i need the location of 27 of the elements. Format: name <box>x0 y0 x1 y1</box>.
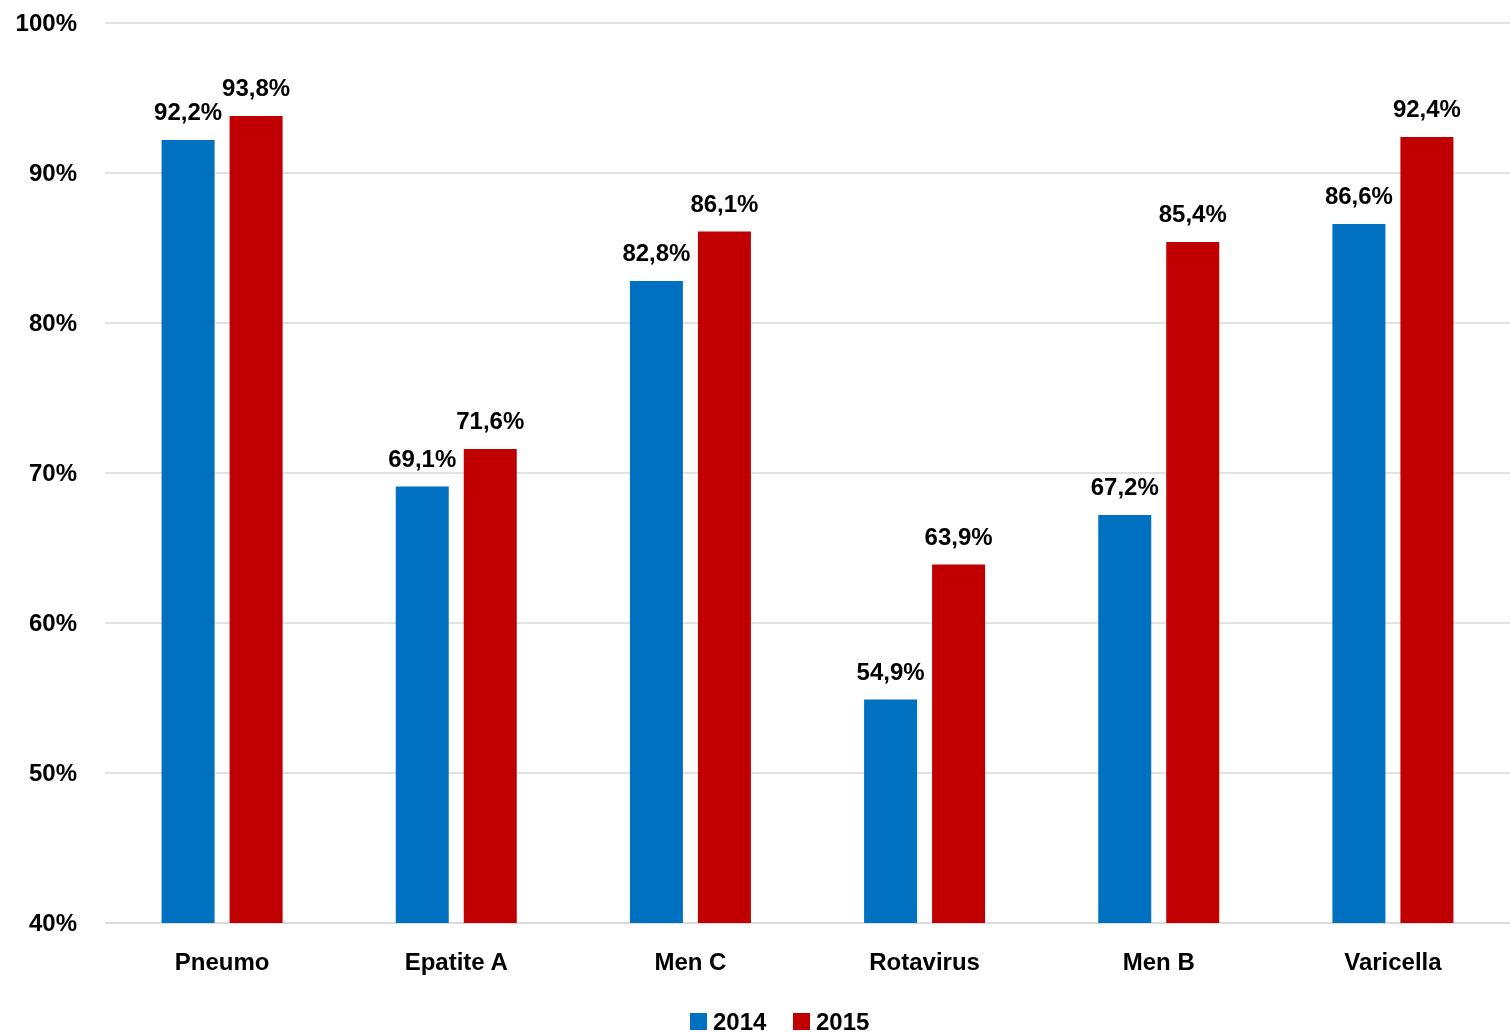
data-label: 92,4% <box>1392 95 1461 122</box>
x-tick-label: Men B <box>1122 948 1195 975</box>
data-label: 63,9% <box>924 522 993 550</box>
data-label: 85,4% <box>1158 200 1227 227</box>
x-tick-label: Varicella <box>1344 948 1443 975</box>
x-tick-label: Rotavirus <box>869 948 980 975</box>
data-label: 93,8% <box>222 74 291 101</box>
data-label: 67,2% <box>1090 473 1159 500</box>
y-tick-label: 80% <box>28 309 77 337</box>
x-tick-label: Men C <box>654 948 727 975</box>
y-tick-label: 70% <box>28 459 77 487</box>
legend-label: 2014 <box>713 1008 768 1032</box>
y-tick-label: 100% <box>15 9 77 37</box>
data-label: 69,1% <box>388 444 457 472</box>
y-tick-label: 90% <box>28 159 77 187</box>
data-label: 86,6% <box>1324 182 1393 209</box>
data-label: 92,2% <box>154 98 223 125</box>
y-tick-label: 60% <box>28 609 77 637</box>
data-label: 82,8% <box>622 239 691 266</box>
data-label: 71,6% <box>456 407 525 434</box>
y-tick-label: 50% <box>28 759 77 787</box>
data-label: 54,9% <box>856 657 925 685</box>
data-label: 86,1% <box>690 189 759 217</box>
legend-label: 2015 <box>816 1008 870 1032</box>
x-tick-label: Epatite A <box>404 948 508 975</box>
y-tick-label: 40% <box>28 909 77 937</box>
x-tick-label: Pneumo <box>174 948 270 975</box>
